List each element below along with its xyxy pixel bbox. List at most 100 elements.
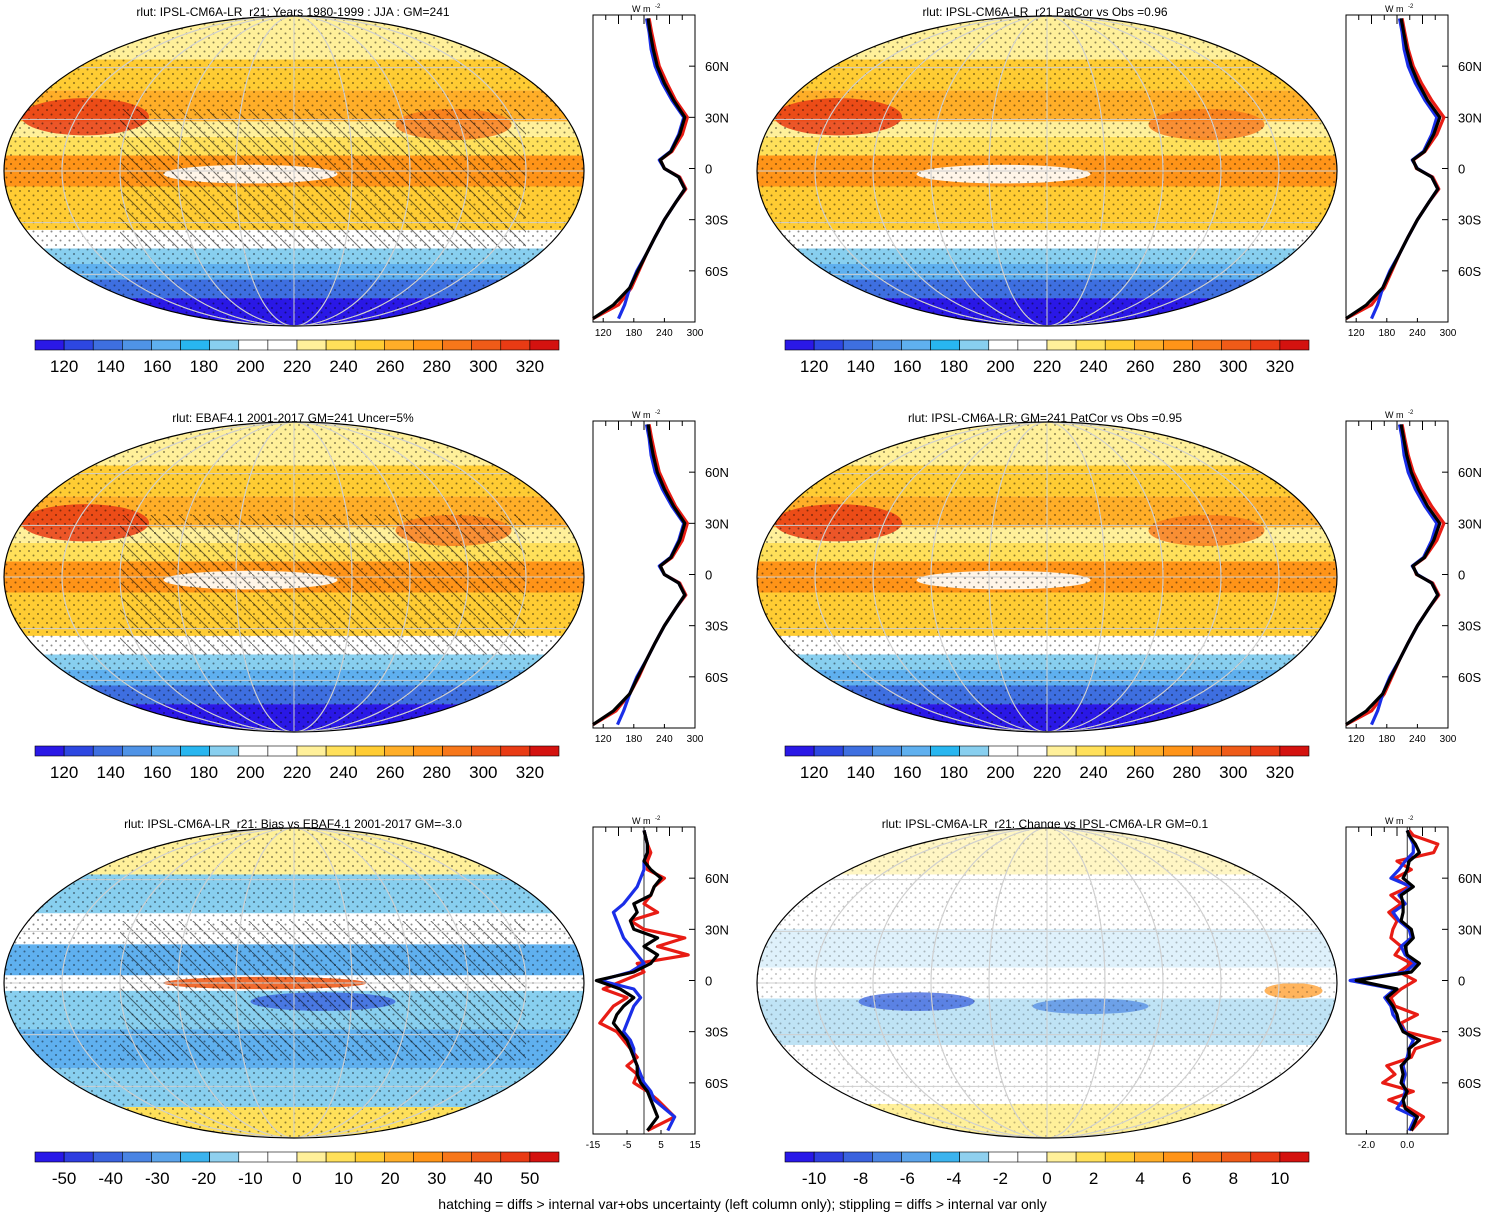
colorbar-box xyxy=(209,339,240,351)
colorbar-box xyxy=(1279,339,1310,351)
colorbar-box xyxy=(988,745,1019,757)
colorbar-box xyxy=(959,1151,990,1163)
colorbar-box xyxy=(529,745,560,757)
x-tick-label: 240 xyxy=(656,734,673,745)
x-tick-label: 15 xyxy=(689,1140,701,1151)
colorbar-box xyxy=(180,1151,210,1163)
unit-label: W m xyxy=(632,4,651,14)
x-tick-label: 120 xyxy=(1348,734,1365,745)
colorbar-box xyxy=(413,1151,443,1163)
x-tick-label: 240 xyxy=(1409,328,1426,339)
colorbar-tick-label: 120 xyxy=(50,357,78,376)
map-field-2 xyxy=(757,16,1337,326)
lat-label: 0 xyxy=(1458,162,1465,177)
colorbar-box xyxy=(872,339,902,351)
colorbar-tick-label: 180 xyxy=(190,763,218,782)
colorbar-tick-label: -10 xyxy=(802,1169,827,1188)
lat-label: 30N xyxy=(705,110,729,125)
colorbar-tick-label: 240 xyxy=(1079,357,1107,376)
panel-title-3: rlut: EBAF4.1 2001-2017 GM=241 Uncer=5% xyxy=(172,411,414,425)
colorbar-box xyxy=(930,745,960,757)
colorbar-tick-label: -40 xyxy=(98,1169,123,1188)
colorbar-box xyxy=(901,1151,931,1163)
series-line-red xyxy=(1381,829,1442,1132)
colorbar-box xyxy=(872,1151,902,1163)
x-tick-label: -2.0 xyxy=(1358,1140,1376,1151)
lat-label: 60N xyxy=(1458,59,1482,74)
colorbar-tick-label: -2 xyxy=(993,1169,1008,1188)
colorbar-tick-label: 320 xyxy=(516,357,544,376)
colorbar-tick-label: -4 xyxy=(946,1169,961,1188)
colorbar-tick-label: 0 xyxy=(1042,1169,1051,1188)
map-border-5 xyxy=(3,827,585,1139)
colorbar-box xyxy=(1163,1151,1193,1163)
colorbar-box xyxy=(325,339,356,351)
colorbar-tick-label: 160 xyxy=(143,763,171,782)
colorbar-box xyxy=(1221,1151,1252,1163)
x-tick-label: 240 xyxy=(656,328,673,339)
colorbar-box xyxy=(1134,1151,1164,1163)
zonal-frame xyxy=(1345,14,1449,323)
lat-label: 60S xyxy=(705,264,728,279)
zonal-frame xyxy=(592,420,696,729)
series-line-black xyxy=(592,18,687,320)
lat-label: 30S xyxy=(1458,619,1481,634)
colorbar-tick-label: 220 xyxy=(283,357,311,376)
lat-label: 0 xyxy=(705,974,712,989)
zonal-plot-2: W m -2 60N 30N 0 30S 60S 120 180 240 300 xyxy=(1345,4,1482,339)
colorbar-box xyxy=(267,1151,298,1163)
x-tick-label: -15 xyxy=(586,1140,601,1151)
x-tick-label: 180 xyxy=(1378,328,1395,339)
map-border-1 xyxy=(3,15,585,327)
colorbar-box xyxy=(1017,745,1048,757)
colorbar-box xyxy=(1017,339,1048,351)
colorbar-tick-label: 240 xyxy=(329,763,357,782)
lat-label: 30N xyxy=(705,922,729,937)
colorbar-tick-label: 240 xyxy=(1079,763,1107,782)
colorbar-box xyxy=(238,1151,269,1163)
colorbar-box xyxy=(1104,1151,1135,1163)
hatching-3 xyxy=(120,515,526,655)
colorbar-box xyxy=(122,745,152,757)
map-field-5 xyxy=(4,828,584,1138)
colorbar-box xyxy=(209,1151,240,1163)
series-line-black xyxy=(592,424,687,726)
colorbar-box xyxy=(296,339,327,351)
colorbar-box xyxy=(813,1151,844,1163)
unit-exponent: -2 xyxy=(655,410,661,416)
colorbar-tick-label: 220 xyxy=(1033,763,1061,782)
lat-label: 30N xyxy=(1458,516,1482,531)
colorbar-box xyxy=(1046,1151,1077,1163)
colorbar-box xyxy=(1046,339,1077,351)
series-line-black xyxy=(1354,829,1422,1132)
lat-label: 30N xyxy=(705,516,729,531)
colorbar-tick-label: 320 xyxy=(1266,357,1294,376)
panel-title-6: rlut: IPSL-CM6A-LR_r21: Change vs IPSL-C… xyxy=(881,817,1209,831)
unit-exponent: -2 xyxy=(1408,4,1414,10)
colorbar-tick-label: 320 xyxy=(1266,763,1294,782)
x-tick-label: 120 xyxy=(1348,328,1365,339)
lat-label: 30N xyxy=(1458,110,1482,125)
colorbar-tick-label: 260 xyxy=(376,357,404,376)
colorbar-box xyxy=(988,1151,1019,1163)
colorbar-box xyxy=(1250,1151,1281,1163)
colorbar-3: 120 140 160 180 200 220 240 260 280 300 320 xyxy=(34,745,560,782)
colorbar-box xyxy=(784,745,815,757)
colorbar-box xyxy=(842,1151,873,1163)
colorbar-box xyxy=(384,1151,414,1163)
colorbar-box xyxy=(151,339,181,351)
unit-exponent: -2 xyxy=(655,4,661,10)
colorbar-box xyxy=(930,1151,960,1163)
colorbar-tick-label: 140 xyxy=(847,357,875,376)
x-tick-label: 180 xyxy=(625,328,642,339)
colorbar-box xyxy=(842,339,873,351)
colorbar-box xyxy=(267,745,298,757)
colorbar-box xyxy=(1104,339,1135,351)
colorbar-box xyxy=(872,745,902,757)
x-tick-label: 120 xyxy=(595,734,612,745)
map-border-2 xyxy=(756,15,1338,327)
colorbar-box xyxy=(842,745,873,757)
colorbar-tick-label: 140 xyxy=(97,763,125,782)
colorbar-box xyxy=(122,1151,152,1163)
colorbar-box xyxy=(1134,745,1164,757)
